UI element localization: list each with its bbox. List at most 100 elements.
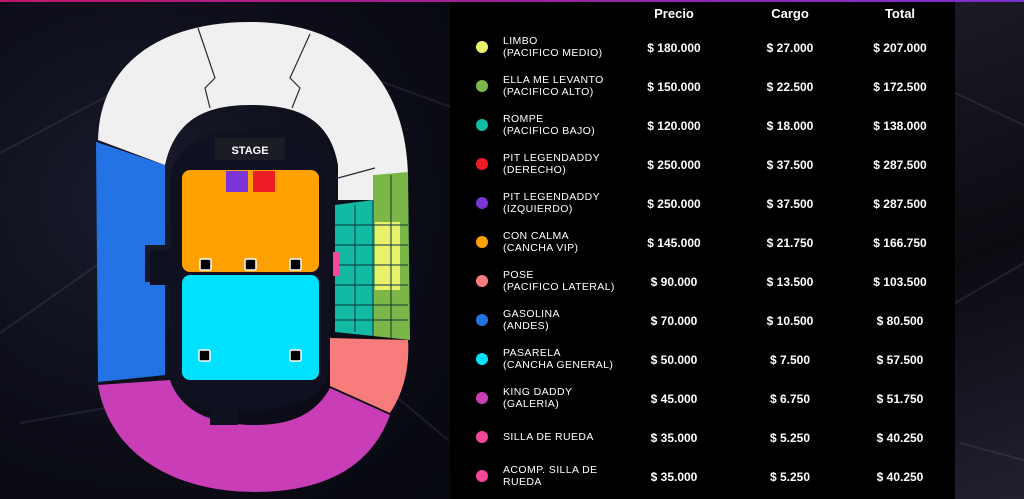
cell-price: $ 250.000 (647, 197, 701, 211)
zone-cancha-general[interactable] (182, 275, 319, 380)
cell-total: $ 172.500 (873, 80, 927, 94)
stadium-map: STAGE (96, 22, 410, 492)
price-table: Precio Cargo Total LIMBO (PACIFICO MEDIO)… (450, 2, 955, 499)
zone-pacifico-lateral[interactable] (330, 338, 409, 413)
zone-cancha-vip[interactable] (182, 170, 319, 272)
zone-name-line1: POSE (503, 269, 534, 281)
zone-name: ROMPE (PACIFICO BAJO) (503, 113, 595, 137)
zone-pacifico-medio[interactable] (375, 222, 400, 290)
zone-color-dot (476, 392, 488, 404)
cell-price: $ 150.000 (647, 80, 701, 94)
zone-color-dot (476, 236, 488, 248)
zone-name: PIT LEGENDADDY (DERECHO) (503, 152, 600, 176)
cell-fee: $ 22.500 (766, 80, 814, 94)
zone-color-dot (476, 470, 488, 482)
zone-name-line1: PIT LEGENDADDY (503, 191, 601, 203)
zone-name-line1: CON CALMA (503, 230, 570, 242)
zone-name-line1: PIT LEGENDADDY (503, 152, 601, 164)
zone-name: LIMBO (PACIFICO MEDIO) (503, 35, 603, 59)
cell-price: $ 120.000 (647, 119, 701, 133)
cell-total: $ 80.500 (876, 314, 924, 328)
zone-name: PIT LEGENDADDY (IZQUIERDO) (503, 191, 600, 215)
zone-name-line2: (PACIFICO LATERAL) (503, 281, 615, 293)
zone-name-line2: (ANDES) (503, 320, 549, 332)
cell-total: $ 103.500 (873, 275, 927, 289)
zone-name-line1: PASARELA (503, 347, 561, 359)
cell-total: $ 51.750 (876, 392, 924, 406)
cell-total: $ 40.250 (876, 470, 924, 484)
cell-total: $ 207.000 (873, 41, 927, 55)
zone-name-line2: (DERECHO) (503, 164, 567, 176)
price-row[interactable]: PIT LEGENDADDY (DERECHO) $ 250.000 $ 37.500… (450, 147, 955, 185)
price-row[interactable]: ROMPE (PACIFICO BAJO) $ 120.000 $ 18.000 $ 1… (450, 108, 955, 146)
cell-total: $ 166.750 (873, 236, 927, 250)
zone-name-line2: (GALERIA) (503, 398, 560, 410)
zone-name-line1: GASOLINA (503, 308, 560, 320)
price-row[interactable]: ELLA ME LEVANTO (PACIFICO ALTO) $ 150.000 $… (450, 69, 955, 107)
cell-total: $ 287.500 (873, 197, 927, 211)
cell-total: $ 287.500 (873, 158, 927, 172)
price-row[interactable]: ACOMP. SILLA DE RUEDA $ 35.000 $ 5.250 $ 40.… (450, 459, 955, 497)
cell-total: $ 138.000 (873, 119, 927, 133)
cell-fee: $ 21.750 (766, 236, 814, 250)
zone-name-line1: LIMBO (503, 35, 538, 47)
zone-color-dot (476, 197, 488, 209)
cell-fee: $ 5.250 (769, 431, 811, 445)
zone-name: GASOLINA (ANDES) (503, 308, 560, 332)
price-row[interactable]: SILLA DE RUEDA $ 35.000 $ 5.250 $ 40.250 (450, 420, 955, 458)
price-row[interactable]: PASARELA (CANCHA GENERAL) $ 50.000 $ 7.500 $… (450, 342, 955, 380)
cell-fee: $ 37.500 (766, 197, 814, 211)
price-row[interactable]: PIT LEGENDADDY (IZQUIERDO) $ 250.000 $ 37.5… (450, 186, 955, 224)
side-section-grid (335, 175, 408, 340)
cell-total: $ 57.500 (876, 353, 924, 367)
cell-fee: $ 37.500 (766, 158, 814, 172)
zone-name-line1: KING DADDY (503, 386, 573, 398)
zone-name: PASARELA (CANCHA GENERAL) (503, 347, 613, 371)
right-background (955, 2, 1024, 499)
zone-name-line1: SILLA DE RUEDA (503, 431, 594, 443)
tower-markers (198, 258, 302, 362)
cell-price: $ 35.000 (650, 431, 698, 445)
zone-name-line2: RUEDA (503, 476, 542, 488)
price-row[interactable]: LIMBO (PACIFICO MEDIO) $ 180.000 $ 27.000 $ … (450, 30, 955, 68)
cell-price: $ 250.000 (647, 158, 701, 172)
zone-name: KING DADDY (GALERIA) (503, 386, 572, 410)
zone-color-dot (476, 119, 488, 131)
zone-pacifico-alto-top[interactable] (98, 22, 408, 200)
top-accent-line (0, 0, 1024, 2)
zone-name-line1: ROMPE (503, 113, 544, 125)
zone-pacifico-bajo[interactable] (335, 200, 373, 336)
zone-name-line2: (CANCHA GENERAL) (503, 359, 614, 371)
zone-andes[interactable] (96, 142, 165, 382)
header-total: Total (884, 6, 916, 21)
zone-color-dot (476, 41, 488, 53)
price-row[interactable]: KING DADDY (GALERIA) $ 45.000 $ 6.750 $ 51.7… (450, 381, 955, 419)
price-row[interactable]: CON CALMA (CANCHA VIP) $ 145.000 $ 21.750 $ … (450, 225, 955, 263)
zone-name-line2: (PACIFICO MEDIO) (503, 47, 603, 59)
zone-name-line2: (CANCHA VIP) (503, 242, 579, 254)
cell-fee: $ 18.000 (766, 119, 814, 133)
zone-name-line1: ACOMP. SILLA DE (503, 464, 598, 476)
zone-name-line2: (PACIFICO ALTO) (503, 86, 594, 98)
zone-silla-rueda[interactable] (333, 252, 339, 276)
zone-name: ACOMP. SILLA DE RUEDA (503, 464, 598, 488)
zone-color-dot (476, 80, 488, 92)
cell-fee: $ 10.500 (766, 314, 814, 328)
header-fee: Cargo (771, 6, 809, 21)
zone-pit-derecho[interactable] (253, 171, 275, 192)
stage-label: STAGE (231, 145, 268, 157)
zone-name: POSE (PACIFICO LATERAL) (503, 269, 615, 293)
cell-price: $ 180.000 (647, 41, 701, 55)
zone-pit-izquierdo[interactable] (226, 171, 248, 192)
cell-fee: $ 13.500 (766, 275, 814, 289)
zone-name: ELLA ME LEVANTO (PACIFICO ALTO) (503, 74, 604, 98)
cell-price: $ 70.000 (650, 314, 698, 328)
price-row[interactable]: GASOLINA (ANDES) $ 70.000 $ 10.500 $ 80.500 (450, 303, 955, 341)
zone-galeria[interactable] (98, 380, 390, 492)
zone-name: CON CALMA (CANCHA VIP) (503, 230, 578, 254)
zone-color-dot (476, 353, 488, 365)
price-row[interactable]: POSE (PACIFICO LATERAL) $ 90.000 $ 13.500 $ … (450, 264, 955, 302)
cell-price: $ 145.000 (647, 236, 701, 250)
header-price: Precio (654, 6, 694, 21)
cell-price: $ 35.000 (650, 470, 698, 484)
